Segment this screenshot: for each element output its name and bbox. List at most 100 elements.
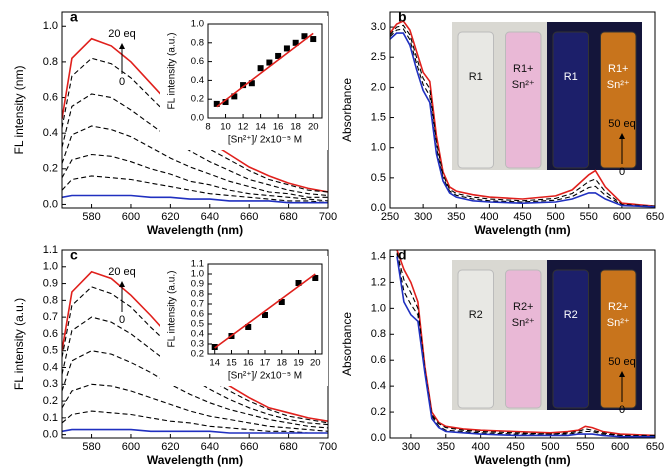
x-tick-label: 400: [471, 441, 489, 453]
y-tick-label: 0.3: [43, 378, 58, 390]
curve: [62, 410, 328, 434]
point: [312, 275, 319, 281]
vial-label: R1+: [513, 63, 534, 75]
x-tick-label: 620: [161, 211, 179, 223]
x-tick-label: 16: [273, 122, 284, 133]
panel-letter: b: [398, 9, 407, 25]
y-tick-label: 1.0: [371, 142, 386, 154]
plot-area: [213, 32, 317, 108]
y-axis-title: FL intensity (a.u.): [167, 271, 178, 348]
y-tick-label: 0.8: [371, 328, 386, 340]
panel: R1 R1+ Sn²⁺ R1 R1+ Sn²⁺ 250 300 350 400 450 500 550 6…: [340, 9, 664, 237]
point: [211, 344, 218, 350]
y-axis-title: FL intensity (a.u.): [167, 33, 178, 110]
y-tick-label: 1.2: [371, 276, 386, 288]
x-tick-label: 580: [82, 441, 100, 453]
point: [257, 65, 264, 72]
x-tick-label: 620: [161, 441, 179, 453]
y-tick-label: 0.7: [191, 299, 204, 310]
y-tick-label: 0.0: [371, 432, 386, 444]
panel: R2 R2+ Sn²⁺ R2 R2+ Sn²⁺ 300 350 400 450 500 550 600 6…: [340, 247, 664, 467]
arrow-top-label: 50 eq: [608, 118, 636, 130]
vial-label: Sn²⁺: [512, 317, 535, 329]
vial: [457, 269, 494, 409]
x-tick-label: 10: [220, 122, 231, 133]
vial-label: R2: [469, 309, 483, 321]
x-tick-label: 600: [122, 211, 140, 223]
plot-area: [62, 37, 328, 204]
arrow-top-label: 50 eq: [608, 356, 636, 368]
y-tick-label: 0.9: [43, 277, 58, 289]
x-tick-label: 500: [546, 211, 564, 223]
y-tick-label: 1.1: [43, 244, 58, 256]
point: [240, 82, 247, 89]
x-tick-label: 600: [613, 211, 631, 223]
y-tick-label: 0.8: [191, 37, 204, 48]
vial: [505, 31, 542, 169]
y-axis-title: FL intensity (a.u.): [12, 298, 26, 390]
x-tick-label: 8: [205, 122, 210, 133]
x-tick-label: 580: [82, 211, 100, 223]
y-tick-label: 0.5: [43, 345, 58, 357]
x-tick-label: 20: [310, 358, 321, 369]
x-tick-label: 350: [437, 441, 455, 453]
point: [295, 280, 302, 286]
panel: 580 600 620 640 660 680 700 0.0 0.2 0.4 0.6 0.8 1.0 W…: [12, 9, 337, 237]
arrow-head: [619, 133, 625, 139]
y-axis-title: FL intensity (nm): [12, 66, 26, 155]
x-tick-label: 700: [319, 211, 337, 223]
x-tick-label: 650: [646, 441, 664, 453]
y-tick-label: 0.6: [43, 91, 58, 103]
y-tick-label: 0.1: [43, 412, 58, 424]
inset-background: [160, 256, 328, 386]
y-tick-label: 0.0: [43, 198, 58, 210]
inset-chart: 14 15 16 17 18 19 200.20.30.40.50.60.70.80.91.…: [160, 256, 328, 386]
x-tick-label: 700: [319, 441, 337, 453]
x-tick-label: 680: [279, 441, 297, 453]
x-tick-label: 300: [414, 211, 432, 223]
y-tick-label: 0.8: [191, 289, 204, 300]
y-tick-label: 0.9: [191, 279, 204, 290]
x-axis-title: Wavelength (nm): [474, 223, 570, 237]
vial-label: R2+: [513, 301, 534, 313]
x-tick-label: 640: [201, 211, 219, 223]
arrow-head: [119, 43, 125, 49]
point: [310, 36, 317, 43]
x-tick-label: 450: [513, 211, 531, 223]
y-tick-label: 0.4: [43, 361, 58, 373]
point: [278, 299, 285, 305]
point: [213, 100, 220, 107]
y-tick-label: 0.7: [43, 311, 58, 323]
y-tick-label: 2.0: [371, 81, 386, 93]
y-tick-label: 0.4: [371, 380, 386, 392]
panel-letter: a: [70, 9, 78, 25]
x-tick-label: 19: [293, 358, 304, 369]
y-tick-label: 0.2: [43, 163, 58, 175]
y-tick-label: 0.0: [191, 113, 204, 124]
x-tick-label: 600: [611, 441, 629, 453]
vial: [600, 269, 637, 409]
arrow-top-label: 20 eq: [108, 266, 136, 278]
plot-frame: [389, 249, 656, 439]
x-axis-title: Wavelength (nm): [147, 453, 243, 467]
y-tick-label: 1.5: [371, 111, 386, 123]
x-tick-label: 250: [381, 211, 399, 223]
point: [266, 59, 273, 66]
x-tick-label: 350: [447, 211, 465, 223]
plot-frame: [389, 11, 656, 209]
x-tick-label: 15: [226, 358, 237, 369]
y-tick-label: 1.0: [191, 269, 204, 280]
x-tick-label: 450: [506, 441, 524, 453]
panel-letter: c: [70, 247, 78, 263]
curve: [396, 256, 655, 438]
vial-label: Sn²⁺: [607, 317, 630, 329]
point: [292, 39, 299, 46]
arrow-head: [119, 281, 125, 287]
arrow-bottom-label: 0: [619, 404, 625, 416]
vial-label: Sn²⁺: [607, 79, 630, 91]
x-tick-label: 400: [480, 211, 498, 223]
y-tick-label: 0.2: [191, 94, 204, 105]
y-tick-label: 0.4: [191, 75, 204, 86]
x-tick-label: 660: [240, 441, 258, 453]
point: [301, 33, 308, 40]
